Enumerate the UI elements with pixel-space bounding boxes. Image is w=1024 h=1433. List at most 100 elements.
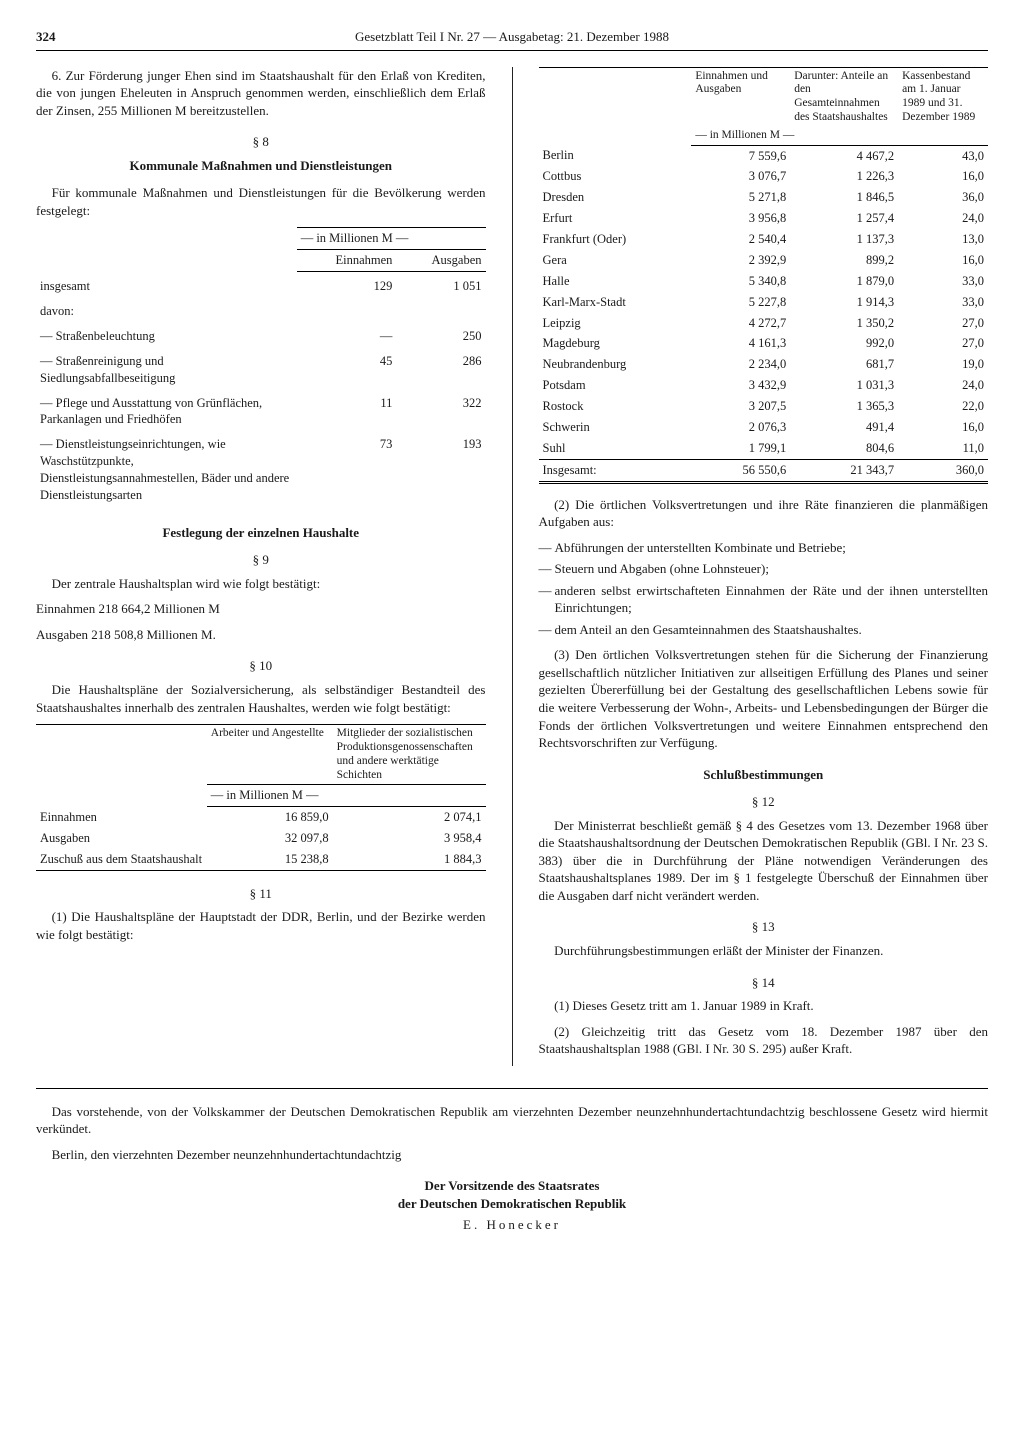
district-name: Gera	[539, 250, 692, 271]
row-label: — Straßenbeleuchtung	[36, 322, 297, 347]
district-c: 16,0	[898, 417, 988, 438]
section-9-einnahmen: Einnahmen 218 664,2 Millionen M	[36, 600, 486, 618]
district-a: 2 540,4	[691, 229, 790, 250]
district-name: Potsdam	[539, 375, 692, 396]
district-c: 16,0	[898, 166, 988, 187]
row-in: 45	[297, 347, 397, 389]
district-b: 1 031,3	[790, 375, 898, 396]
list-item: Steuern und Abgaben (ohne Lohnsteuer);	[539, 560, 989, 578]
sv-unit: — in Millionen M —	[207, 785, 486, 807]
table-row: Potsdam3 432,91 031,324,0	[539, 375, 989, 396]
district-table: Einnahmen und Ausgaben Darunter: Anteile…	[539, 67, 989, 484]
district-c: 24,0	[898, 208, 988, 229]
district-c: 27,0	[898, 313, 988, 334]
district-name: Magdeburg	[539, 333, 692, 354]
row-out: 286	[396, 347, 485, 389]
table-row: Frankfurt (Oder)2 540,41 137,313,0	[539, 229, 989, 250]
table-row: insgesamt1291 051	[36, 272, 486, 297]
row-in: 11	[297, 389, 397, 431]
district-c: 13,0	[898, 229, 988, 250]
table-row: — Straßenreinigung und Siedlungsabfallbe…	[36, 347, 486, 389]
table-row: Einnahmen16 859,02 074,1	[36, 807, 486, 828]
district-b: 1 846,5	[790, 187, 898, 208]
row-out: 1 051	[396, 272, 485, 297]
signature-title-2: der Deutschen Demokratischen Republik	[36, 1195, 988, 1213]
row-label: insgesamt	[36, 272, 297, 297]
table-row: Karl-Marx-Stadt5 227,81 914,333,0	[539, 292, 989, 313]
festlegung-title: Festlegung der einzelnen Haushalte	[36, 524, 486, 542]
list-item: dem Anteil an den Gesamteinnahmen des St…	[539, 621, 989, 639]
kom-col-einnahmen: Einnahmen	[297, 250, 397, 272]
table-row: — Dienstleistungseinrichtungen, wie Wasc…	[36, 430, 486, 506]
district-a: 2 234,0	[691, 354, 790, 375]
section-9-ausgaben: Ausgaben 218 508,8 Millionen M.	[36, 626, 486, 644]
district-name: Berlin	[539, 145, 692, 166]
district-c: 43,0	[898, 145, 988, 166]
table-row: — Pflege und Ausstattung von Grünflächen…	[36, 389, 486, 431]
district-hd-1: Einnahmen und Ausgaben	[691, 67, 790, 127]
district-total-label: Insgesamt:	[539, 459, 692, 482]
district-unit: — in Millionen M —	[691, 127, 988, 145]
district-c: 19,0	[898, 354, 988, 375]
row-b: 3 958,4	[333, 828, 486, 849]
district-name: Suhl	[539, 438, 692, 459]
district-b: 804,6	[790, 438, 898, 459]
left-column: 6. Zur Förderung junger Ehen sind im Sta…	[36, 67, 486, 1066]
district-c: 16,0	[898, 250, 988, 271]
signature-title-1: Der Vorsitzende des Staatsrates	[36, 1177, 988, 1195]
section-14-p1: (1) Dieses Gesetz tritt am 1. Januar 198…	[539, 997, 989, 1015]
row-label: davon:	[36, 297, 297, 322]
district-a: 4 272,7	[691, 313, 790, 334]
header-title: Gesetzblatt Teil I Nr. 27 — Ausgabetag: …	[96, 28, 928, 46]
running-header: 324 Gesetzblatt Teil I Nr. 27 — Ausgabet…	[36, 28, 988, 51]
section-12: Der Ministerrat beschließt gemäß § 4 des…	[539, 817, 989, 905]
district-b: 992,0	[790, 333, 898, 354]
district-b: 4 467,2	[790, 145, 898, 166]
district-a: 5 340,8	[691, 271, 790, 292]
section-10-intro: Die Haushaltspläne der Sozialversicherun…	[36, 681, 486, 716]
district-total-b: 21 343,7	[790, 459, 898, 482]
section-10-number: § 10	[36, 657, 486, 675]
section-8-title: Kommunale Maßnahmen und Dienstleistungen	[36, 157, 486, 175]
district-name: Cottbus	[539, 166, 692, 187]
district-name: Erfurt	[539, 208, 692, 229]
section-14-number: § 14	[539, 974, 989, 992]
row-a: 15 238,8	[207, 849, 333, 870]
sv-col-b: Mitglieder der sozialistischen Produktio…	[333, 725, 486, 785]
district-name: Karl-Marx-Stadt	[539, 292, 692, 313]
district-hd-3: Kassenbestand am 1. Januar 1989 und 31. …	[898, 67, 988, 127]
list-item: Abführungen der unterstellten Kombinate …	[539, 539, 989, 557]
item-6: 6. Zur Förderung junger Ehen sind im Sta…	[36, 67, 486, 120]
district-a: 3 432,9	[691, 375, 790, 396]
district-a: 3 956,8	[691, 208, 790, 229]
district-c: 36,0	[898, 187, 988, 208]
district-b: 1 257,4	[790, 208, 898, 229]
row-b: 1 884,3	[333, 849, 486, 870]
row-b: 2 074,1	[333, 807, 486, 828]
district-a: 7 559,6	[691, 145, 790, 166]
proclamation-p1: Das vorstehende, von der Volkskammer der…	[36, 1103, 988, 1138]
right-column: Einnahmen und Ausgaben Darunter: Anteile…	[539, 67, 989, 1066]
section-14-p2: (2) Gleichzeitig tritt das Gesetz vom 18…	[539, 1023, 989, 1058]
district-total-a: 56 550,6	[691, 459, 790, 482]
section-13-number: § 13	[539, 918, 989, 936]
row-in	[297, 297, 397, 322]
row-out	[396, 297, 485, 322]
row-out: 322	[396, 389, 485, 431]
district-a: 4 161,3	[691, 333, 790, 354]
district-b: 1 137,3	[790, 229, 898, 250]
district-a: 3 076,7	[691, 166, 790, 187]
kommunale-table: — in Millionen M — Einnahmen Ausgaben in…	[36, 227, 486, 505]
district-name: Dresden	[539, 187, 692, 208]
sv-col-a: Arbeiter und Angestellte	[207, 725, 333, 785]
section-11-number: § 11	[36, 885, 486, 903]
district-name: Frankfurt (Oder)	[539, 229, 692, 250]
district-c: 24,0	[898, 375, 988, 396]
table-row: Gera2 392,9899,216,0	[539, 250, 989, 271]
row-out: 250	[396, 322, 485, 347]
table-row: Cottbus3 076,71 226,316,0	[539, 166, 989, 187]
kom-col-ausgaben: Ausgaben	[396, 250, 485, 272]
section-11-p2-intro: (2) Die örtlichen Volksvertretungen und …	[539, 496, 989, 531]
column-separator	[512, 67, 513, 1066]
district-a: 5 271,8	[691, 187, 790, 208]
